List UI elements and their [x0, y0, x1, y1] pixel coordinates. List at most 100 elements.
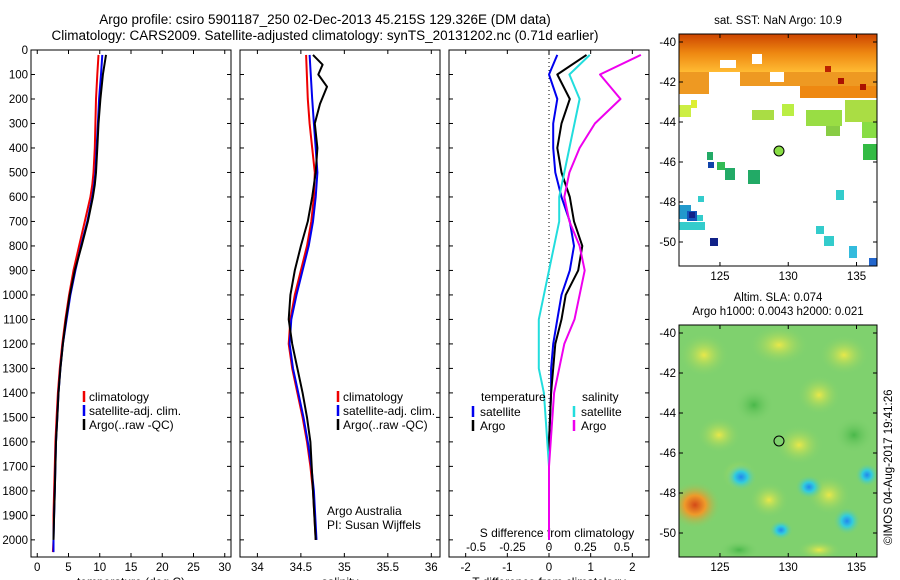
- depth-tick-label: 0: [22, 45, 28, 57]
- legend-label: Argo: [480, 419, 506, 433]
- x-tick-label: 34.5: [290, 562, 312, 574]
- depth-tick-label: 300: [9, 118, 28, 130]
- x-tick-label: 2: [629, 562, 635, 574]
- map-y-tick-label: -48: [659, 488, 676, 500]
- sla-map-title-line2: Argo h1000: 0.0043 h2000: 0.021: [692, 306, 863, 318]
- series-line-argo-raw-qc-: [287, 54, 328, 540]
- map-y-tick-label: -46: [659, 448, 676, 460]
- legend-label: satellite: [581, 405, 622, 419]
- depth-tick-label: 1700: [2, 461, 28, 473]
- temperature-series: [51, 54, 107, 553]
- difference-x2-axis-label: S difference from climatology: [480, 526, 635, 540]
- legend-header-temperature: temperature: [481, 390, 546, 404]
- series-line-satellite-adj-clim-: [288, 54, 319, 540]
- x-tick-label: 0: [546, 562, 552, 574]
- sst-map: 125 130 135 -40 -42 -44 -46 -48 -50 sat. SST: NaN…: [659, 15, 878, 283]
- x-tick-label: -2: [461, 562, 471, 574]
- temperature-x-axis-label: temperature (deg C): [77, 575, 185, 580]
- depth-tick-label: 1200: [2, 339, 28, 351]
- legend-label: climatology: [89, 390, 149, 404]
- salinity-series: [287, 54, 328, 540]
- x-tick-label: 10: [93, 562, 106, 574]
- temperature-axes-frame: [30, 49, 232, 558]
- map-x-tick-label: 125: [710, 271, 729, 283]
- series-line-s-argo: [548, 53, 642, 540]
- temperature-panel: 0100200300400500600700800900100011001200…: [2, 45, 232, 580]
- x-tick-label: 0: [34, 562, 40, 574]
- depth-tick-label: 1900: [2, 510, 28, 522]
- sst-map-title: sat. SST: NaN Argo: 10.9: [714, 15, 842, 27]
- legend-label: Argo(..raw -QC): [89, 418, 174, 432]
- map-y-tick-label: -44: [659, 408, 676, 420]
- depth-tick-label: 1100: [3, 314, 28, 326]
- map-x-tick-label: 130: [779, 271, 798, 283]
- x-tick-label: 35: [338, 562, 351, 574]
- x-tick-label: 15: [125, 562, 138, 574]
- depth-tick-label: 200: [9, 94, 28, 106]
- chart-title-line1: Argo profile: csiro 5901187_250 02-Dec-2…: [99, 12, 551, 27]
- legend-label: satellite-adj. clim.: [89, 404, 181, 418]
- sla-pattern: [669, 325, 879, 560]
- map-y-tick-label: -40: [659, 37, 676, 49]
- series-line-argo-raw-qc-: [52, 54, 107, 540]
- copyright-timestamp: ©IMOS 04-Aug-2017 19:41:26: [883, 389, 895, 545]
- sst-pixels: [679, 34, 877, 266]
- argo-float-marker: [773, 435, 785, 447]
- sla-map: 125 130 135 -40 -42 -44 -46 -48 -50 Altim. SLA: 0…: [659, 292, 879, 574]
- map-y-tick-label: -42: [659, 77, 676, 89]
- difference-panel: -2 -1 0 1 2T difference from climatology -0.5…: [448, 49, 650, 580]
- series-line-s-satellite: [537, 54, 591, 540]
- x-tick-label: 30: [218, 562, 231, 574]
- map-x-tick-label: 125: [710, 562, 729, 574]
- x-tick-label: 34: [251, 562, 264, 574]
- legend-header-salinity: salinity: [582, 390, 619, 404]
- salinity-x-axis-label: salinity: [322, 575, 359, 580]
- x2-tick-label: -0.5: [466, 542, 486, 554]
- depth-tick-label: 700: [9, 216, 28, 228]
- difference-x-axis-label: T difference from climatology: [472, 575, 626, 580]
- annotation-text: PI: Susan Wijffels: [327, 518, 421, 532]
- depth-tick-label: 1400: [2, 388, 28, 400]
- depth-tick-label: 500: [9, 167, 28, 179]
- salinity-axes-frame: [239, 49, 441, 558]
- x-tick-label: 1: [587, 562, 593, 574]
- salinity-panel: 34 34.5 35 35.5 36 salinity climatologysatelli…: [239, 49, 441, 580]
- sla-map-title: Altim. SLA: 0.074: [734, 292, 823, 304]
- depth-tick-label: 1000: [2, 290, 28, 302]
- depth-tick-label: 800: [9, 241, 28, 253]
- depth-tick-label: 1500: [2, 412, 28, 424]
- x2-tick-label: 0: [546, 542, 552, 554]
- x2-tick-label: 0.25: [574, 542, 596, 554]
- x-tick-label: -1: [502, 562, 512, 574]
- map-y-tick-label: -46: [659, 157, 676, 169]
- map-y-tick-label: -48: [659, 197, 676, 209]
- map-x-tick-label: 135: [847, 562, 866, 574]
- map-y-tick-label: -50: [659, 528, 676, 540]
- depth-tick-label: 2000: [2, 535, 28, 547]
- x-tick-label: 20: [156, 562, 169, 574]
- map-y-tick-label: -42: [659, 368, 676, 380]
- series-line-t-argo: [548, 54, 588, 540]
- difference-series: [537, 53, 642, 540]
- x2-tick-label: -0.25: [499, 542, 525, 554]
- x-tick-label: 36: [425, 562, 438, 574]
- x-tick-label: 25: [187, 562, 200, 574]
- map-x-tick-label: 130: [779, 562, 798, 574]
- depth-tick-label: 100: [9, 69, 28, 81]
- x-tick-label: 35.5: [377, 562, 399, 574]
- depth-tick-label: 1600: [2, 437, 28, 449]
- map-y-tick-label: -44: [659, 117, 676, 129]
- depth-tick-label: 900: [9, 265, 28, 277]
- map-x-tick-label: 135: [847, 271, 866, 283]
- legend-label: satellite: [480, 405, 521, 419]
- depth-tick-label: 600: [9, 192, 28, 204]
- chart-title-line2: Climatology: CARS2009. Satellite-adjuste…: [51, 28, 599, 43]
- legend-label: satellite-adj. clim.: [343, 404, 435, 418]
- legend-label: Argo(..raw -QC): [343, 418, 428, 432]
- x-tick-label: 5: [65, 562, 71, 574]
- argo-float-marker: [773, 145, 785, 157]
- depth-tick-label: 400: [9, 143, 28, 155]
- map-y-tick-label: -40: [659, 328, 676, 340]
- legend-label: climatology: [343, 390, 403, 404]
